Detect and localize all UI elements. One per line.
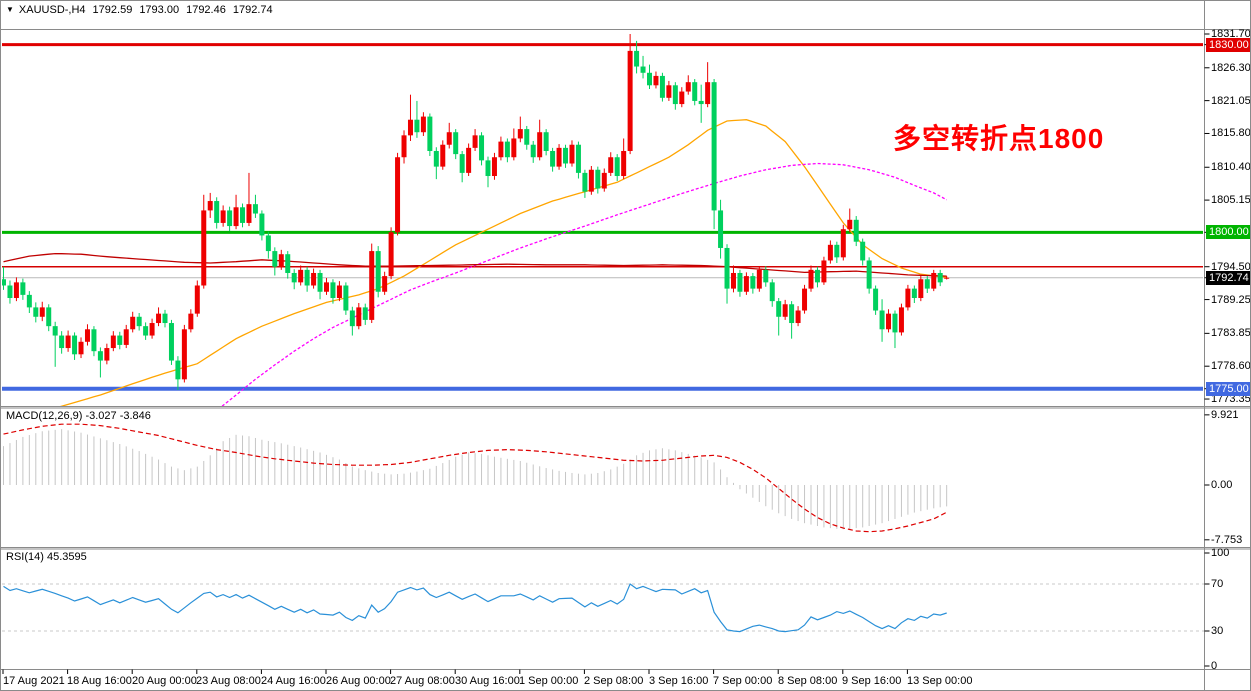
time-axis-label: 2 Sep 08:00 xyxy=(584,675,644,687)
time-axis-label: 3 Sep 16:00 xyxy=(649,675,709,687)
time-axis-label: 7 Sep 00:00 xyxy=(713,675,773,687)
time-axis-label: 23 Aug 08:00 xyxy=(196,675,261,687)
macd-axis-label: -7.753 xyxy=(1211,533,1243,546)
rsi-axis-label: 70 xyxy=(1211,578,1224,590)
time-axis-label: 9 Sep 16:00 xyxy=(842,675,902,687)
time-axis-label: 30 Aug 16:00 xyxy=(455,675,520,687)
time-axis-label: 26 Aug 00:00 xyxy=(326,675,391,687)
rsi-indicator-label: RSI(14) 45.3595 xyxy=(6,551,87,563)
time-axis-label: 1 Sep 00:00 xyxy=(519,675,579,687)
time-axis-label: 20 Aug 00:00 xyxy=(132,675,197,687)
price-axis-label: 1826.30 xyxy=(1211,61,1251,74)
price-panel[interactable] xyxy=(1,29,1204,406)
macd-axis-label: 9.921 xyxy=(1211,408,1239,421)
price-axis-label: 1810.40 xyxy=(1211,161,1251,174)
chart-title: ▼ XAUUSD-,H4 1792.59 1793.00 1792.46 1792.74 xyxy=(6,4,273,16)
rsi-axis-label: 0 xyxy=(1211,660,1218,672)
price-axis-label: 1783.85 xyxy=(1211,327,1251,340)
chevron-down-icon[interactable]: ▼ xyxy=(6,5,14,14)
ohlc-high: 1793.00 xyxy=(139,4,180,16)
price-axis-badge: 1830.00 xyxy=(1206,37,1250,52)
time-axis-label: 17 Aug 2021 xyxy=(3,675,65,687)
ohlc-open: 1792.59 xyxy=(92,4,133,16)
price-axis-label: 1794.50 xyxy=(1211,260,1251,273)
ohlc-close: 1792.74 xyxy=(232,4,273,16)
text-annotation[interactable]: 多空转折点1800 xyxy=(893,123,1105,154)
symbol-period-label: XAUUSD-,H4 xyxy=(18,4,86,16)
time-axis-label: 24 Aug 16:00 xyxy=(261,675,326,687)
price-axis-label: 1805.15 xyxy=(1211,194,1251,207)
price-axis-label: 1773.35 xyxy=(1211,393,1251,406)
price-axis-label: 1789.25 xyxy=(1211,293,1251,306)
rsi-axis-label: 30 xyxy=(1211,625,1224,637)
price-axis-label: 1831.70 xyxy=(1211,28,1251,40)
rsi-axis-label: 100 xyxy=(1211,547,1230,559)
price-axis-badge: 1792.74 xyxy=(1206,270,1250,285)
time-axis-label: 8 Sep 08:00 xyxy=(778,675,838,687)
price-axis-badge: 1775.00 xyxy=(1206,381,1250,396)
macd-panel[interactable] xyxy=(1,408,1204,547)
time-axis-label: 13 Sep 00:00 xyxy=(907,675,973,687)
price-axis-label: 1815.80 xyxy=(1211,127,1251,140)
time-axis-label: 18 Aug 16:00 xyxy=(67,675,132,687)
price-axis-label: 1821.05 xyxy=(1211,94,1251,107)
rsi-panel[interactable] xyxy=(1,549,1204,669)
price-axis-label: 1778.60 xyxy=(1211,360,1251,373)
macd-axis-label: 0.00 xyxy=(1211,479,1233,491)
price-axis-badge: 1800.00 xyxy=(1206,225,1250,240)
time-axis-label: 27 Aug 08:00 xyxy=(390,675,455,687)
ohlc-low: 1792.46 xyxy=(186,4,226,16)
macd-indicator-label: MACD(12,26,9) -3.027 -3.846 xyxy=(6,410,151,422)
